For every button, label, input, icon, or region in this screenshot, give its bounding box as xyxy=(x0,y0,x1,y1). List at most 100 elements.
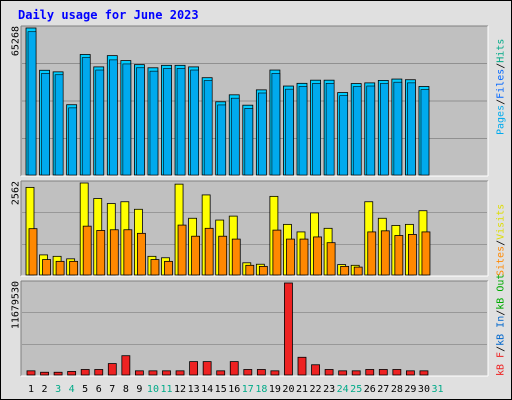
sites-bar xyxy=(326,242,336,276)
x-tick-label: 18 xyxy=(255,384,267,395)
kb-f-bar xyxy=(40,371,49,376)
kb-f-bar xyxy=(378,369,388,376)
sites-bar xyxy=(136,232,146,276)
y-max-label: 11679530 xyxy=(11,281,22,329)
kb-f-bar xyxy=(405,370,415,376)
legend-sep: / xyxy=(496,346,507,352)
kb-f-bar xyxy=(243,369,253,376)
sites-bar xyxy=(150,259,160,276)
x-tick-label: 24 xyxy=(337,384,349,395)
x-tick-label: 6 xyxy=(96,384,102,395)
x-tick-label: 14 xyxy=(201,384,213,395)
files-bar xyxy=(420,89,430,176)
x-tick-label: 29 xyxy=(404,384,416,395)
x-tick-label: 7 xyxy=(109,384,115,395)
legend-sep: / xyxy=(496,63,507,69)
kb-f-bar xyxy=(216,370,226,376)
files-bar xyxy=(312,83,321,176)
kb-f-bar xyxy=(94,369,104,376)
kb-f-bar xyxy=(26,370,36,376)
files-bar xyxy=(407,82,416,176)
legend-kb-f: kB F xyxy=(496,352,507,376)
files-bar xyxy=(258,92,267,176)
files-bar xyxy=(149,70,159,176)
sites-bar xyxy=(258,265,268,276)
files-bar xyxy=(379,83,389,176)
x-tick-label: 9 xyxy=(136,384,142,395)
x-tick-label: 27 xyxy=(377,384,389,395)
sites-bar xyxy=(340,265,350,276)
files-bar xyxy=(190,69,199,176)
files-bar xyxy=(339,95,348,176)
x-tick-label: 30 xyxy=(418,384,430,395)
legend-visits: Visits xyxy=(496,204,507,240)
legend-panel-2: Sites/Visits xyxy=(496,204,507,276)
files-bar xyxy=(271,73,281,176)
x-tick-label: 12 xyxy=(174,384,186,395)
sites-bar xyxy=(191,235,201,276)
chart-title: Daily usage for June 2023 xyxy=(18,8,199,22)
x-tick-label: 16 xyxy=(228,384,240,395)
legend-kb-in: kB In xyxy=(496,316,507,346)
x-tick-label: 4 xyxy=(69,384,75,395)
legend-sites: Sites xyxy=(496,246,507,276)
sites-bar xyxy=(123,229,133,276)
files-bar xyxy=(393,81,403,176)
x-tick-label: 1 xyxy=(28,384,34,395)
x-tick-label: 26 xyxy=(364,384,376,395)
kb-f-bar xyxy=(419,370,429,376)
files-bar xyxy=(244,108,254,176)
kb-f-bar xyxy=(134,370,144,376)
files-bar xyxy=(68,107,77,176)
files-bar xyxy=(366,85,376,176)
sites-bar xyxy=(42,259,51,276)
kb-f-bar xyxy=(189,361,199,376)
kb-f-bar xyxy=(297,356,307,376)
legend-kb-out: kB Out xyxy=(496,274,507,310)
sites-bar xyxy=(286,238,295,276)
kb-f-bar xyxy=(392,369,402,376)
kb-f-bar xyxy=(351,370,361,376)
x-tick-label: 25 xyxy=(350,384,362,395)
kb-f-bar xyxy=(365,369,375,376)
files-bar xyxy=(81,57,91,176)
sites-bar xyxy=(82,225,92,276)
sites-bar xyxy=(231,238,241,276)
x-tick-label: 10 xyxy=(147,384,159,395)
x-tick-label: 11 xyxy=(160,384,172,395)
files-bar xyxy=(325,83,335,176)
x-tick-label: 23 xyxy=(323,384,335,395)
kb-f-bar xyxy=(80,369,90,376)
legend-sep: / xyxy=(496,240,507,246)
sites-bar xyxy=(380,230,390,276)
sites-bar xyxy=(407,234,417,276)
kb-f-bar xyxy=(53,371,63,376)
files-bar xyxy=(27,31,37,176)
sites-bar xyxy=(218,235,228,276)
sites-bar xyxy=(272,229,282,276)
files-bar xyxy=(109,59,118,176)
kb-f-bar xyxy=(67,371,77,376)
sites-bar xyxy=(245,264,255,276)
y-max-label: 2562 xyxy=(11,181,22,205)
kb-f-bar xyxy=(284,282,293,376)
sites-bar xyxy=(164,260,173,276)
files-bar xyxy=(163,68,172,176)
kb-f-bar xyxy=(121,355,131,376)
files-bar xyxy=(285,88,294,176)
x-tick-label: 20 xyxy=(282,384,294,395)
kb-f-bar xyxy=(324,369,334,376)
x-tick-label: 5 xyxy=(82,384,88,395)
legend-sep: / xyxy=(496,310,507,316)
kb-f-bar xyxy=(311,364,320,376)
legend-pages: Pages xyxy=(496,105,507,135)
sites-bar xyxy=(353,266,363,276)
sites-bar xyxy=(177,224,187,276)
sites-bar xyxy=(299,238,309,276)
legend-panel-1: Pages/Files/Hits xyxy=(496,39,507,135)
kb-f-bar xyxy=(107,363,117,376)
files-bar xyxy=(95,69,105,176)
panel-background xyxy=(21,281,488,376)
sites-bar xyxy=(28,228,38,276)
files-bar xyxy=(352,86,362,176)
